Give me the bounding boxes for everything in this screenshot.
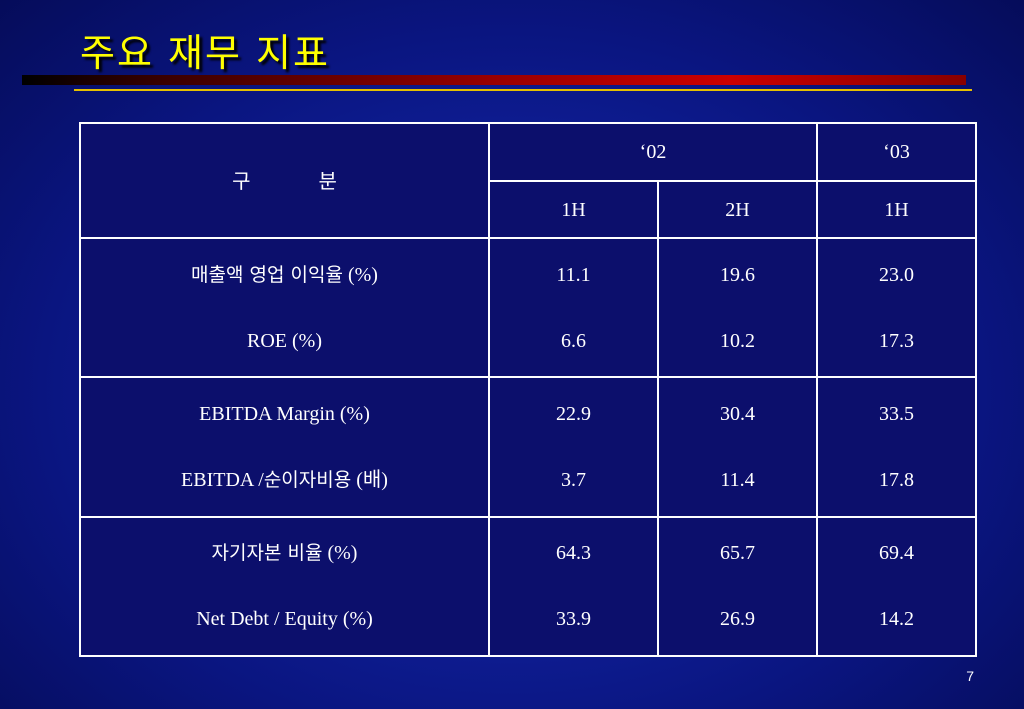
row-label: Net Debt / Equity (%) — [196, 608, 373, 631]
value-cell: 64.3 33.9 — [488, 515, 659, 658]
row-label-cell: 자기자본 비율 (%) Net Debt / Equity (%) — [79, 515, 490, 658]
row-label: ROE (%) — [247, 329, 322, 352]
value-cell: 33.5 17.8 — [816, 376, 978, 518]
header-03-1h: 1H — [816, 180, 978, 240]
row-label-cell: 매출액 영업 이익율 (%) ROE (%) — [79, 237, 490, 379]
row-label: 자기자본 비율 (%) — [211, 542, 358, 565]
slide-title: 주요 재무 지표 — [80, 31, 330, 75]
header-category-part2: 분 — [318, 168, 337, 193]
table-row-group-ebitda: EBITDA Margin (%) EBITDA /순이자비용 (배) 22.9… — [79, 376, 978, 518]
table-row-group-profitability: 매출액 영업 이익율 (%) ROE (%) 11.1 6.6 19.6 10.2 … — [79, 237, 978, 379]
header-year-02: ‘02 — [487, 121, 819, 183]
row-label: 매출액 영업 이익율 (%) — [191, 263, 378, 286]
value-cell: 65.7 26.9 — [656, 515, 819, 658]
value-cell: 69.4 14.2 — [816, 515, 978, 658]
header-year-03: ‘03 — [816, 121, 978, 183]
page-number: 7 — [966, 668, 974, 684]
row-label-cell: EBITDA Margin (%) EBITDA /순이자비용 (배) — [79, 376, 490, 518]
header-02-2h: 2H — [656, 180, 819, 240]
value-cell: 11.1 6.6 — [488, 237, 659, 379]
table-row-group-leverage: 자기자본 비율 (%) Net Debt / Equity (%) 64.3 33… — [79, 515, 978, 658]
row-label: EBITDA /순이자비용 (배) — [181, 469, 388, 492]
row-label: EBITDA Margin (%) — [199, 403, 370, 426]
value-cell: 19.6 10.2 — [656, 237, 819, 379]
header-02-1h: 1H — [488, 180, 659, 240]
value-cell: 30.4 11.4 — [656, 376, 819, 518]
value-cell: 22.9 3.7 — [488, 376, 659, 518]
value-cell: 23.0 17.3 — [816, 237, 978, 379]
title-underline-bar — [22, 75, 966, 85]
title-underline-line — [74, 89, 972, 91]
header-category-part1: 구 — [232, 168, 251, 193]
